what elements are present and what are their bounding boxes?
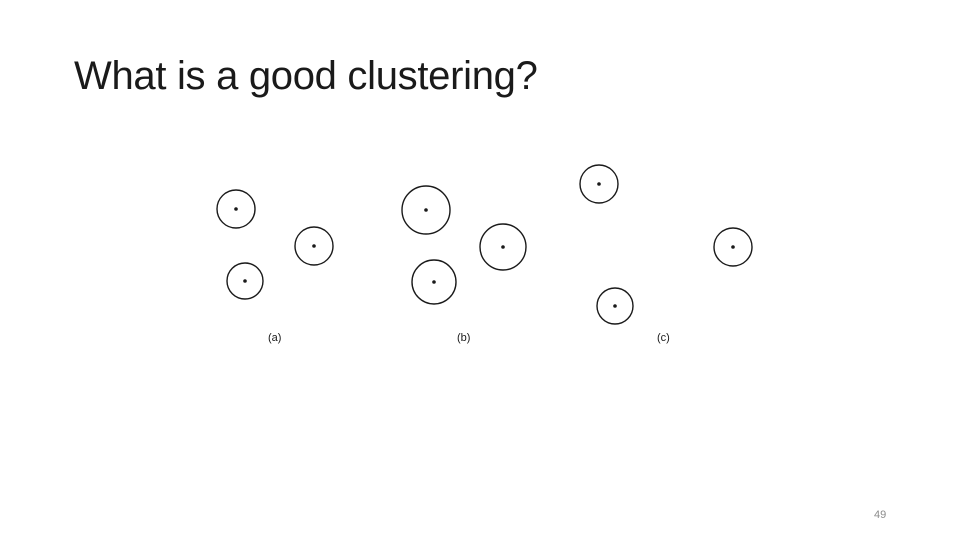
cluster xyxy=(411,259,457,305)
panel-a: (a) xyxy=(216,189,334,344)
cluster-center xyxy=(432,280,436,284)
cluster-center xyxy=(312,244,316,248)
cluster-center xyxy=(597,182,601,186)
cluster-boundary xyxy=(596,287,634,325)
panel-label-a: (a) xyxy=(268,332,281,344)
cluster xyxy=(479,223,527,271)
panel-label-b: (b) xyxy=(457,332,470,344)
cluster xyxy=(713,227,753,267)
panel-label-c: (c) xyxy=(657,332,670,344)
panel-b: (b) xyxy=(401,185,527,344)
cluster xyxy=(401,185,451,235)
slide-title: What is a good clustering? xyxy=(74,54,538,98)
cluster-center xyxy=(234,207,238,211)
cluster-boundary xyxy=(579,164,619,204)
panel-c: (c) xyxy=(579,164,753,344)
cluster xyxy=(596,287,634,325)
page-number: 49 xyxy=(874,509,887,521)
cluster-boundary xyxy=(216,189,256,229)
cluster-boundary xyxy=(294,226,334,266)
cluster-boundary xyxy=(411,259,457,305)
cluster-boundary xyxy=(226,262,264,300)
cluster-boundary xyxy=(401,185,451,235)
cluster xyxy=(226,262,264,300)
cluster xyxy=(216,189,256,229)
cluster xyxy=(294,226,334,266)
cluster-center xyxy=(501,245,505,249)
cluster xyxy=(579,164,619,204)
cluster-boundary xyxy=(479,223,527,271)
cluster-center xyxy=(731,245,735,249)
cluster-center xyxy=(243,279,247,283)
cluster-center xyxy=(613,304,617,308)
cluster-boundary xyxy=(713,227,753,267)
cluster-center xyxy=(424,208,428,212)
